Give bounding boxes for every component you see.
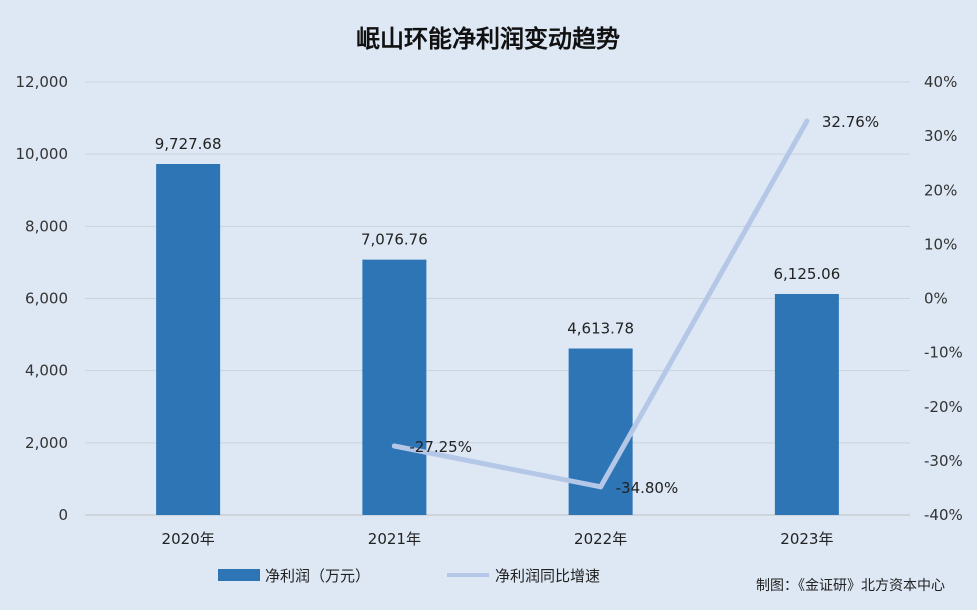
left-tick-label: 10,000 bbox=[16, 145, 69, 163]
bar-data-label: 9,727.68 bbox=[155, 135, 222, 153]
line-point bbox=[804, 118, 810, 124]
right-tick-label: 10% bbox=[924, 235, 957, 253]
line-point bbox=[598, 484, 604, 490]
bar-data-label: 6,125.06 bbox=[773, 265, 840, 283]
right-tick-label: 0% bbox=[924, 290, 948, 308]
bar bbox=[156, 163, 221, 516]
legend-label-line: 净利润同比增速 bbox=[495, 567, 600, 585]
right-tick-label: 40% bbox=[924, 73, 957, 91]
bar-data-label: 7,076.76 bbox=[361, 231, 428, 249]
right-tick-label: 30% bbox=[924, 127, 957, 145]
left-tick-label: 6,000 bbox=[25, 290, 68, 308]
legend-swatch-bar bbox=[218, 569, 260, 581]
legend: 净利润（万元） 净利润同比增速 bbox=[218, 567, 600, 585]
right-tick-label: 20% bbox=[924, 181, 957, 199]
x-tick-label: 2020年 bbox=[162, 530, 215, 548]
line-data-label: -27.25% bbox=[409, 438, 472, 456]
x-tick-label: 2022年 bbox=[574, 530, 627, 548]
grid-lines bbox=[85, 81, 910, 516]
x-tick-label: 2021年 bbox=[368, 530, 421, 548]
line-series: -27.25% -34.80% 32.76% bbox=[391, 113, 879, 497]
line-data-label: -34.80% bbox=[616, 479, 679, 497]
left-tick-label: 2,000 bbox=[25, 434, 68, 452]
right-tick-label: -30% bbox=[924, 452, 963, 470]
bar bbox=[774, 293, 839, 515]
x-axis: 2020年 2021年 2022年 2023年 bbox=[162, 530, 834, 548]
x-tick-label: 2023年 bbox=[780, 530, 833, 548]
right-tick-label: -40% bbox=[924, 506, 963, 524]
bar-data-label: 4,613.78 bbox=[567, 320, 634, 338]
chart-title: 岷山环能净利润变动趋势 bbox=[356, 25, 620, 53]
legend-label-bar: 净利润（万元） bbox=[265, 567, 370, 585]
source-note: 制图：《金证研》北方资本中心 bbox=[756, 578, 945, 594]
right-tick-label: -10% bbox=[924, 344, 963, 362]
left-tick-label: 0 bbox=[58, 506, 68, 524]
bar-series: 9,727.68 7,076.76 4,613.78 6,125.06 bbox=[155, 135, 840, 516]
line-data-label: 32.76% bbox=[822, 113, 879, 131]
bar bbox=[362, 259, 427, 515]
left-tick-label: 4,000 bbox=[25, 362, 68, 380]
left-tick-label: 12,000 bbox=[16, 73, 69, 91]
right-y-axis: -40% -30% -20% -10% 0% 10% 20% 30% 40% bbox=[924, 73, 963, 524]
line-point bbox=[391, 443, 397, 449]
left-y-axis: 0 2,000 4,000 6,000 8,000 10,000 12,000 bbox=[16, 73, 69, 524]
right-tick-label: -20% bbox=[924, 398, 963, 416]
left-tick-label: 8,000 bbox=[25, 217, 68, 235]
